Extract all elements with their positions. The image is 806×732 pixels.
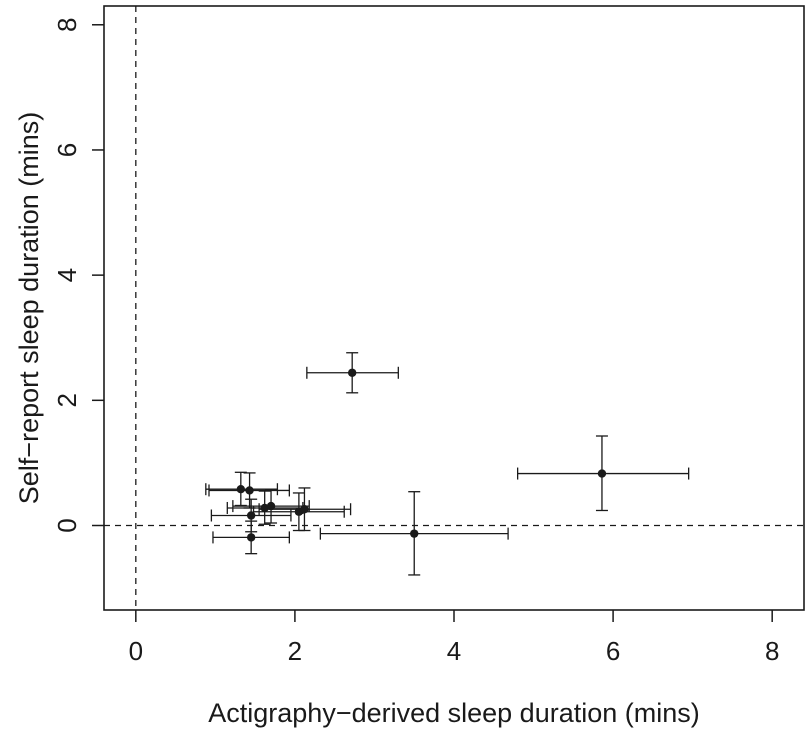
point-marker — [347, 368, 357, 377]
y-axis-title: Self−report sleep duration (mins) — [14, 112, 44, 504]
x-tick-label: 2 — [288, 636, 302, 666]
plot-frame — [103, 5, 805, 611]
data-point — [212, 520, 290, 555]
point-marker — [597, 469, 607, 478]
data-point — [210, 498, 292, 533]
data-point — [306, 352, 399, 394]
y-axis: 0 2 4 6 8 — [52, 18, 104, 533]
x-tick-label: 4 — [447, 636, 461, 666]
y-tick-label: 6 — [52, 143, 82, 157]
data-point — [232, 488, 310, 524]
y-tick-label: 0 — [52, 518, 82, 532]
data-point — [516, 435, 690, 512]
x-tick-label: 6 — [606, 636, 620, 666]
point-marker — [410, 529, 419, 538]
y-tick-label: 8 — [52, 18, 82, 32]
y-tick-label: 2 — [52, 393, 82, 407]
data-point — [319, 491, 509, 576]
point-marker — [300, 505, 309, 514]
reference-lines — [104, 6, 804, 610]
data-point — [258, 487, 352, 532]
point-marker — [236, 485, 246, 494]
y-tick-label: 4 — [52, 268, 82, 282]
x-axis-title: Actigraphy−derived sleep duration (mins) — [208, 698, 700, 728]
x-tick-label: 8 — [765, 636, 779, 666]
x-tick-label: 0 — [129, 636, 143, 666]
point-marker — [245, 486, 254, 495]
data-points — [205, 352, 690, 576]
point-marker — [266, 501, 276, 511]
point-marker — [246, 533, 256, 542]
point-marker — [246, 511, 256, 520]
data-point — [208, 472, 290, 509]
x-axis: 0 2 4 6 8 — [129, 610, 779, 666]
